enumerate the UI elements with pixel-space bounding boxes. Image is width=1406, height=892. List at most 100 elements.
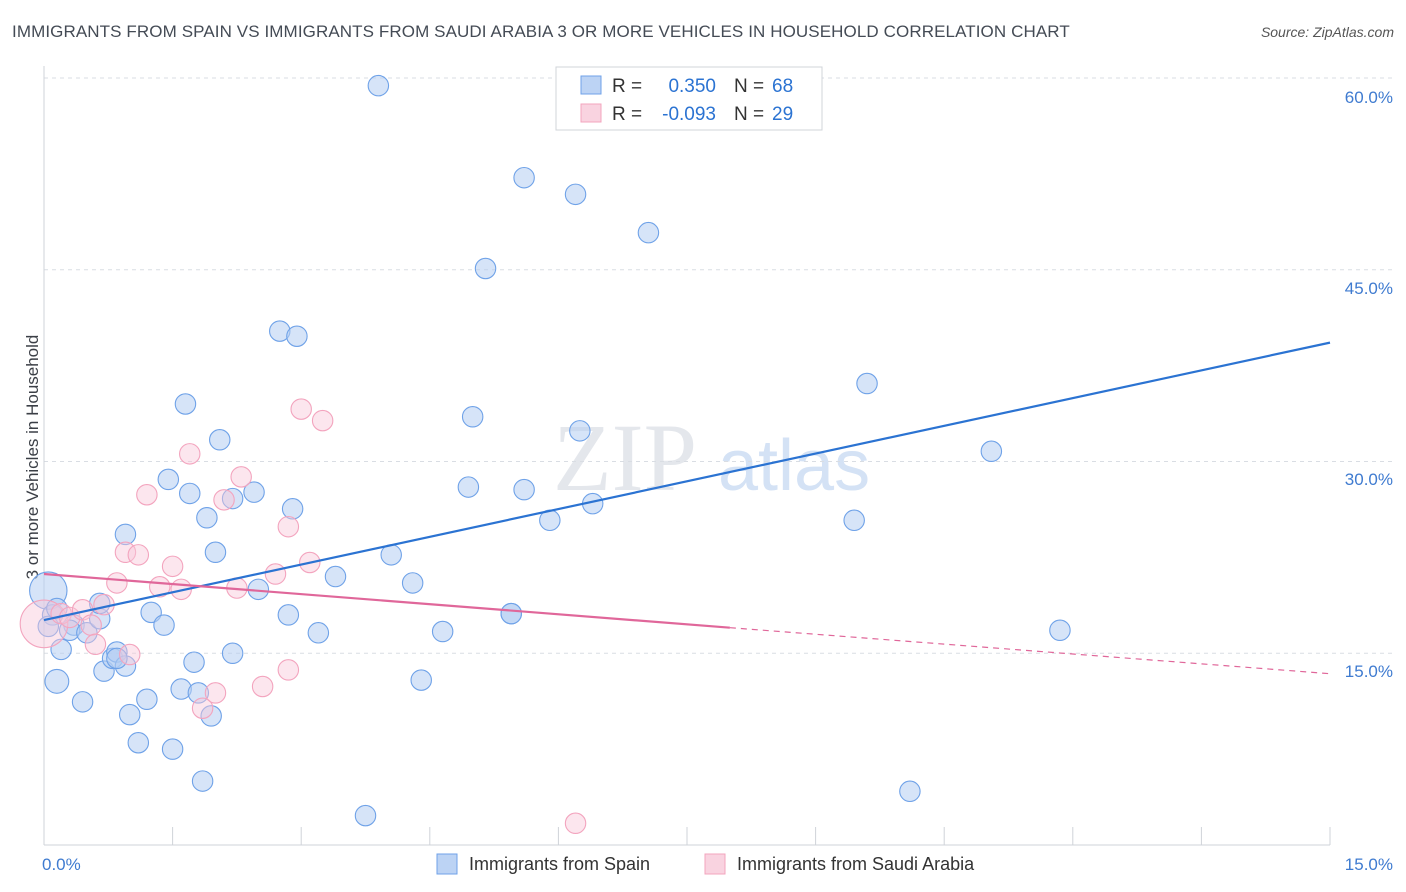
spain-point-17: [136, 688, 158, 711]
spain-point-38: [281, 498, 304, 520]
saudi-point-23: [277, 515, 300, 538]
saudi-point-26: [311, 409, 334, 432]
spain-point-29: [200, 705, 222, 727]
spain-point-52: [500, 602, 522, 625]
spain-point-61: [856, 372, 878, 395]
chart-title: IMMIGRANTS FROM SPAIN VS IMMIGRANTS FROM…: [12, 22, 1070, 41]
spain-point-42: [354, 804, 377, 827]
spain-point-60: [843, 509, 865, 532]
spain-point-45: [401, 572, 424, 594]
saudi-point-21: [264, 563, 287, 585]
stats-legend: R = 0.350 N = 68 R = -0.093 N = 29: [555, 66, 823, 131]
saudi-point-28: [118, 643, 141, 666]
spain-point-21: [161, 738, 184, 760]
spain-point-57: [569, 420, 591, 442]
stats-r-label-spain: R =: [612, 76, 642, 97]
saudi-point-8: [114, 541, 137, 564]
legend-swatch-spain: [436, 853, 458, 875]
legend-swatch-saudi: [704, 853, 726, 875]
saudi-point-12: [161, 555, 184, 578]
stats-n-label-saudi: N =: [734, 104, 764, 125]
saudi-point-24: [290, 398, 312, 420]
saudi-trend-line: [43, 572, 730, 629]
spain-point-37: [277, 604, 300, 626]
saudi-point-22: [277, 659, 300, 681]
saudi-point-9: [127, 544, 150, 566]
source-label: Source: ZipAtlas.com: [1260, 24, 1394, 40]
spain-point-62: [899, 780, 921, 803]
spain-point-32: [221, 487, 244, 510]
saudi-point-17: [213, 489, 235, 511]
spain-point-34: [243, 481, 265, 503]
spain-point-28: [196, 506, 218, 529]
saudi-trend-line-extension: [729, 627, 1331, 675]
y-axis-title: 3 or more Vehicles in Household: [23, 335, 42, 580]
saudi-point-4: [80, 614, 102, 636]
spain-trend-line: [43, 341, 1331, 622]
saudi-point-10: [136, 483, 158, 506]
spain-point-65: [37, 615, 60, 638]
spain-point-48: [457, 476, 480, 498]
trend-lines: [43, 341, 1331, 675]
spain-point-18: [140, 601, 162, 624]
saudi-point-15: [191, 697, 214, 719]
spain-point-50: [474, 257, 497, 280]
spain-point-40: [307, 622, 330, 644]
stats-swatch-saudi: [580, 103, 602, 123]
spain-point-15: [118, 703, 141, 726]
legend-label-spain: Immigrants from Spain: [469, 854, 650, 874]
saudi-point-0: [19, 599, 69, 649]
spain-point-53: [513, 478, 535, 501]
spain-point-19: [153, 614, 175, 636]
spain-point-46: [410, 669, 432, 691]
spain-point-41: [324, 565, 347, 588]
stats-n-value-saudi: 29: [772, 104, 793, 125]
x-tick-label-max: 15.0%: [1345, 855, 1393, 874]
spain-point-25: [183, 651, 205, 673]
spain-point-64: [1049, 619, 1071, 641]
y-tick-label-45: 45.0%: [1345, 279, 1393, 298]
spain-point-33: [221, 642, 244, 664]
saudi-point-27: [564, 812, 587, 835]
saudi-point-20: [251, 675, 274, 698]
spain-point-27: [191, 770, 214, 792]
stats-r-value-spain: 0.350: [668, 76, 716, 97]
stats-n-label-spain: N =: [734, 76, 764, 97]
saudi-point-5: [84, 633, 107, 656]
y-tick-label-30: 30.0%: [1345, 470, 1393, 489]
axis-ticks: [43, 827, 1331, 845]
spain-point-23: [174, 393, 197, 415]
spain-point-47: [431, 620, 454, 643]
saudi-point-7: [106, 572, 128, 594]
spain-point-39: [286, 325, 308, 347]
stats-swatch-spain: [580, 75, 602, 95]
spain-point-66: [114, 523, 137, 546]
series-legend: Immigrants from Spain Immigrants from Sa…: [436, 853, 975, 875]
spain-point-67: [106, 647, 128, 670]
spain-point-59: [637, 221, 660, 244]
legend-label-saudi: Immigrants from Saudi Arabia: [737, 854, 975, 874]
y-tick-label-60: 60.0%: [1345, 88, 1393, 107]
spain-point-54: [513, 166, 535, 189]
stats-n-value-spain: 68: [772, 76, 793, 97]
spain-point-30: [204, 541, 227, 564]
spain-point-43: [367, 74, 390, 97]
spain-point-3: [44, 668, 70, 694]
spain-point-56: [564, 183, 587, 206]
spain-point-49: [461, 406, 484, 428]
spain-point-31: [209, 429, 231, 451]
x-tick-label-min: 0.0%: [42, 855, 81, 874]
y-tick-label-15: 15.0%: [1345, 662, 1393, 681]
watermark-atlas: atlas: [718, 426, 870, 506]
spain-point-20: [157, 468, 180, 491]
spain-point-24: [178, 482, 201, 505]
spain-point-8: [71, 691, 94, 713]
spain-point-63: [980, 440, 1003, 463]
stats-r-label-saudi: R =: [612, 104, 642, 125]
gridlines: [44, 77, 1393, 654]
saudi-point-14: [178, 443, 201, 465]
saudi-point-19: [230, 466, 252, 488]
saudi-point-16: [204, 682, 227, 704]
spain-point-16: [127, 731, 150, 754]
